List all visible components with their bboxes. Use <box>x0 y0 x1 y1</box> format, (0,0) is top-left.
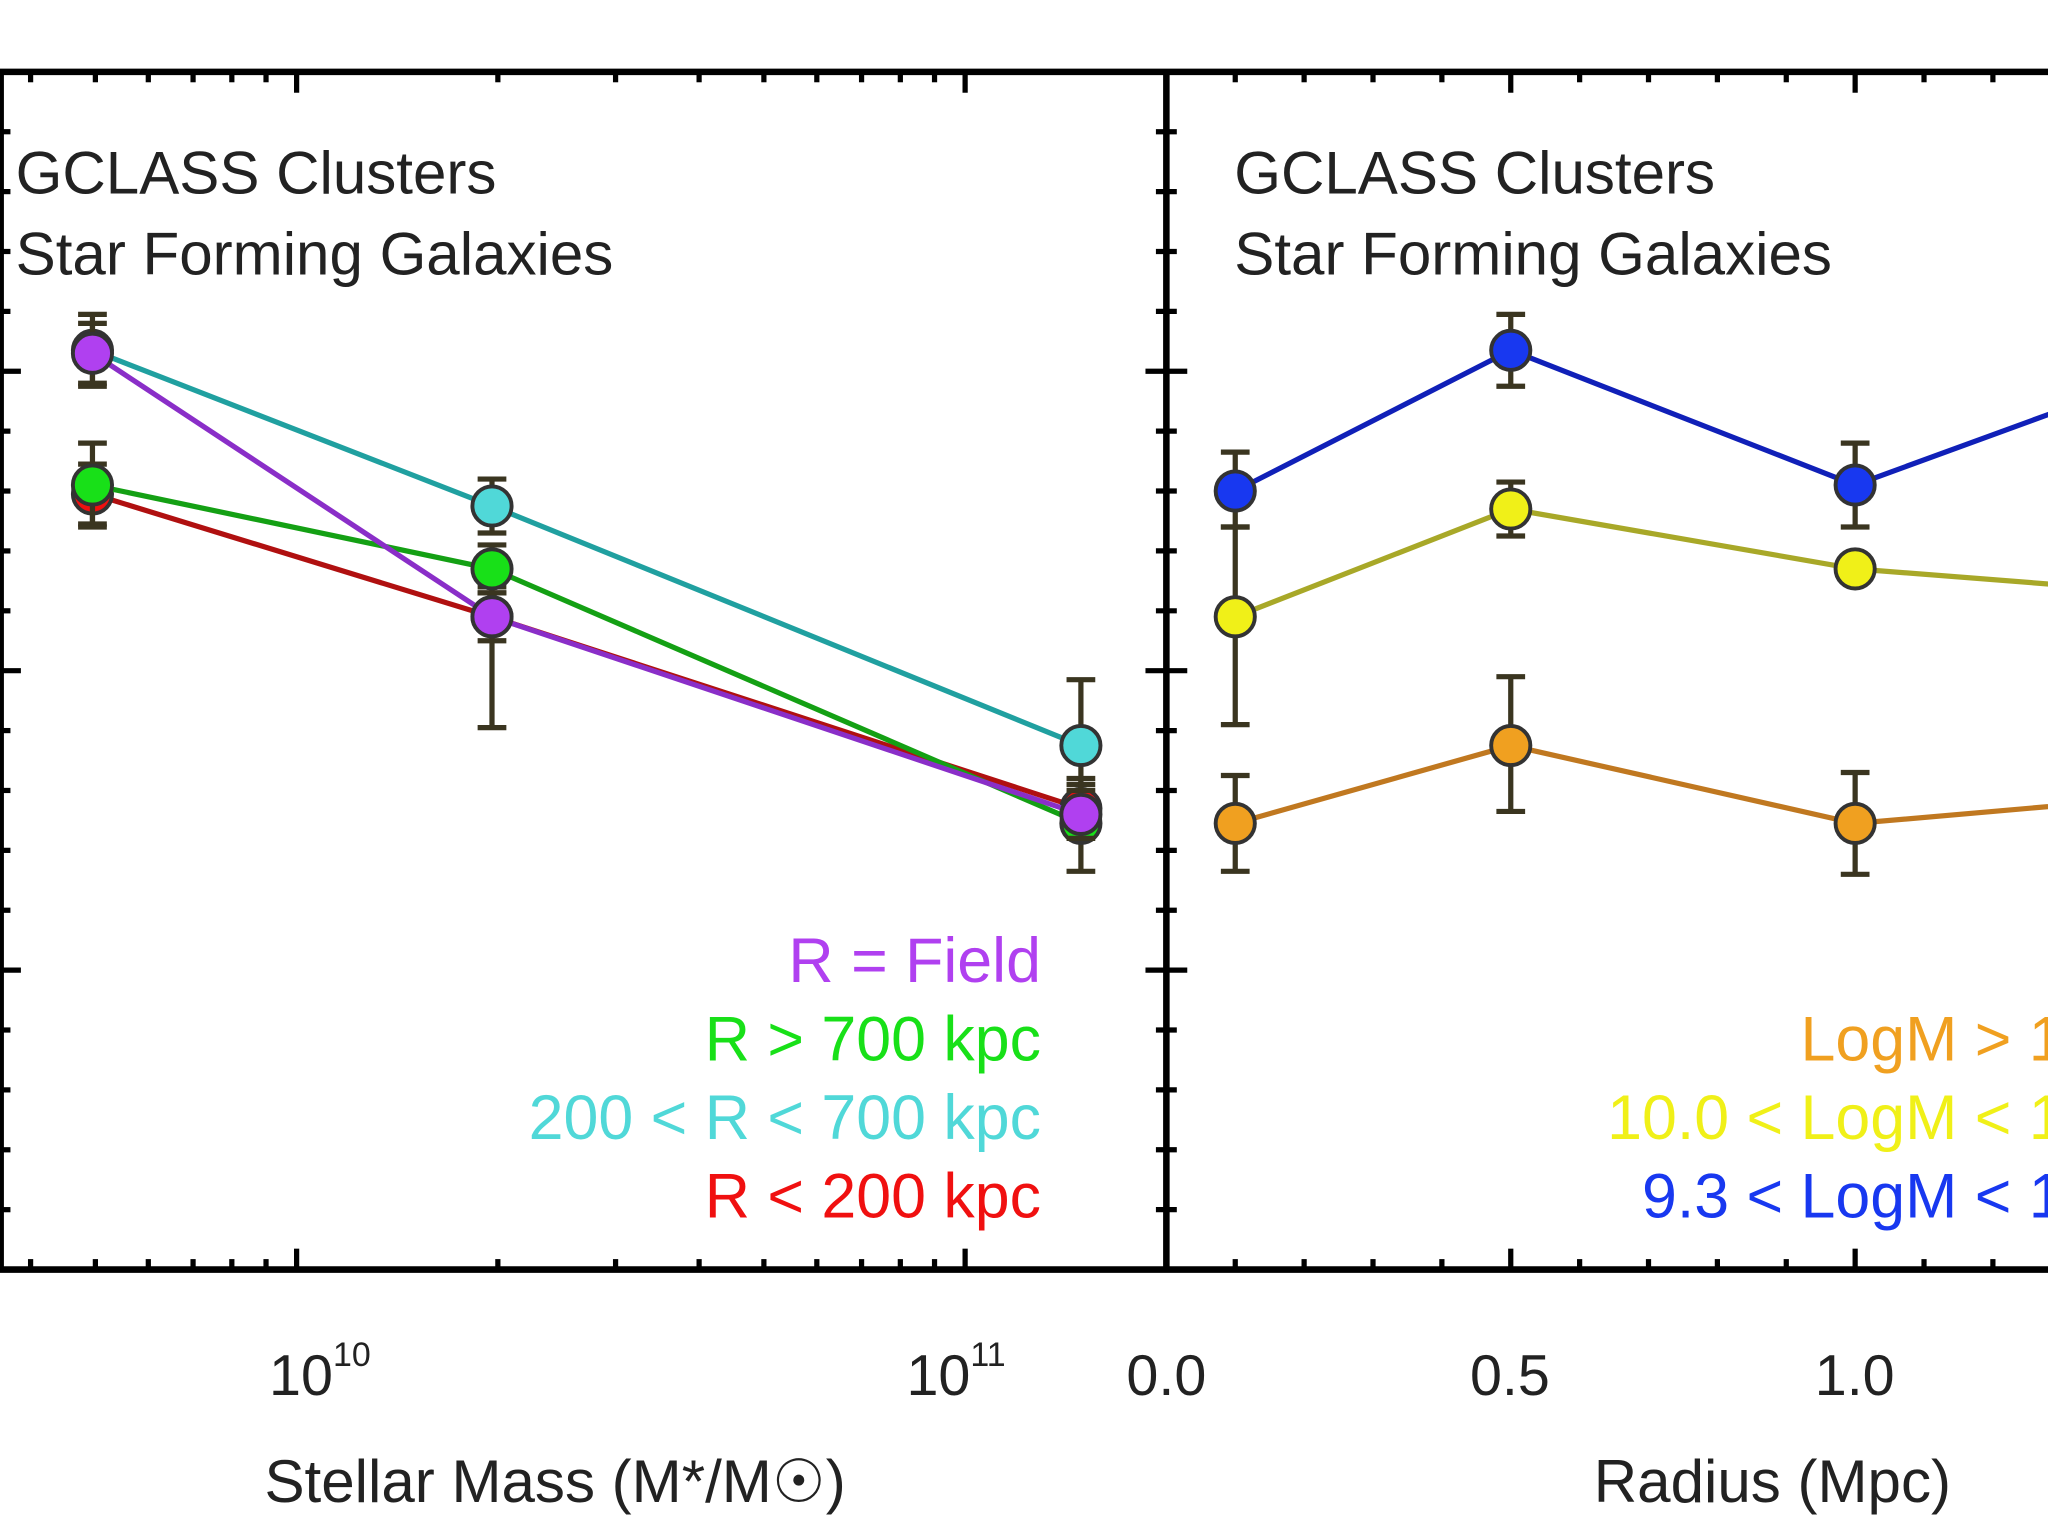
right-series-1 <box>1213 479 2048 728</box>
right-data-point <box>1833 801 1877 845</box>
axes-frame <box>0 68 2048 1273</box>
right-annotation-line-1: GCLASS Clusters <box>1234 139 1715 206</box>
left-x-tick-label-1e10: 1010 <box>269 1336 371 1408</box>
right-data-point <box>1489 487 1533 531</box>
legend-entry-r-lt-200: R < 200 kpc <box>705 1161 1041 1231</box>
left-annotation-line-1: GCLASS Clusters <box>16 139 497 206</box>
left-series-1 <box>70 311 1103 815</box>
legend-entry-logm-mid: 10.0 < LogM < 1 <box>1607 1083 2048 1153</box>
left-data-point <box>470 547 514 591</box>
right-series-line <box>1234 506 2048 620</box>
right-series-line <box>1234 742 2048 827</box>
legend-entry-logm-high: LogM > 1 <box>1801 1005 2048 1075</box>
left-series-line <box>91 347 1082 748</box>
right-legend: LogM > 1 10.0 < LogM < 1 9.3 < LogM < 1 <box>1607 1005 2048 1232</box>
left-series-line <box>91 351 1082 817</box>
right-data-point <box>1213 801 1257 845</box>
left-legend: R = Field R > 700 kpc 200 < R < 700 kpc … <box>529 926 1041 1231</box>
left-data-point <box>470 595 514 639</box>
right-x-tick-label-0.5: 0.5 <box>1470 1344 1550 1408</box>
right-x-tick-label-0: 0.0 <box>1126 1344 1206 1408</box>
right-data-point <box>1833 547 1877 591</box>
right-annotation-line-2: Star Forming Galaxies <box>1234 220 1832 287</box>
right-data-point <box>1489 724 1533 768</box>
left-data-point <box>1059 792 1103 836</box>
right-data-point <box>1489 328 1533 372</box>
right-data-point <box>1213 469 1257 513</box>
left-data-point <box>1059 724 1103 768</box>
right-data-point <box>1833 463 1877 507</box>
left-data-point <box>70 331 115 375</box>
left-x-axis-label: Stellar Mass (M*/M☉) <box>264 1448 845 1515</box>
left-data-point <box>470 484 514 528</box>
legend-entry-r-gt-700: R > 700 kpc <box>705 1005 1041 1075</box>
right-panel-radius: GCLASS Clusters Star Forming Galaxies Lo… <box>1126 139 2048 1515</box>
left-x-tick-label-1e11: 1011 <box>906 1336 1005 1408</box>
right-x-tick-label-1.0: 1.0 <box>1815 1344 1895 1408</box>
right-x-axis-label: Radius (Mpc) <box>1594 1448 1951 1515</box>
legend-entry-logm-low: 9.3 < LogM < 1 <box>1642 1161 2048 1231</box>
legend-entry-200-700: 200 < R < 700 kpc <box>529 1083 1041 1153</box>
left-series-3 <box>70 320 1103 841</box>
legend-entry-field: R = Field <box>788 926 1041 996</box>
right-series-2 <box>1213 311 2048 530</box>
right-data-point <box>1213 595 1257 639</box>
left-panel-stellar-mass: GCLASS Clusters Star Forming Galaxies R … <box>16 139 1103 1515</box>
left-annotation-line-2: Star Forming Galaxies <box>16 220 614 287</box>
right-series-0 <box>1213 674 2048 877</box>
right-series-line <box>1234 347 2048 494</box>
left-series-2 <box>70 440 1103 874</box>
left-data-point <box>70 463 115 507</box>
left-series-line <box>91 482 1082 826</box>
